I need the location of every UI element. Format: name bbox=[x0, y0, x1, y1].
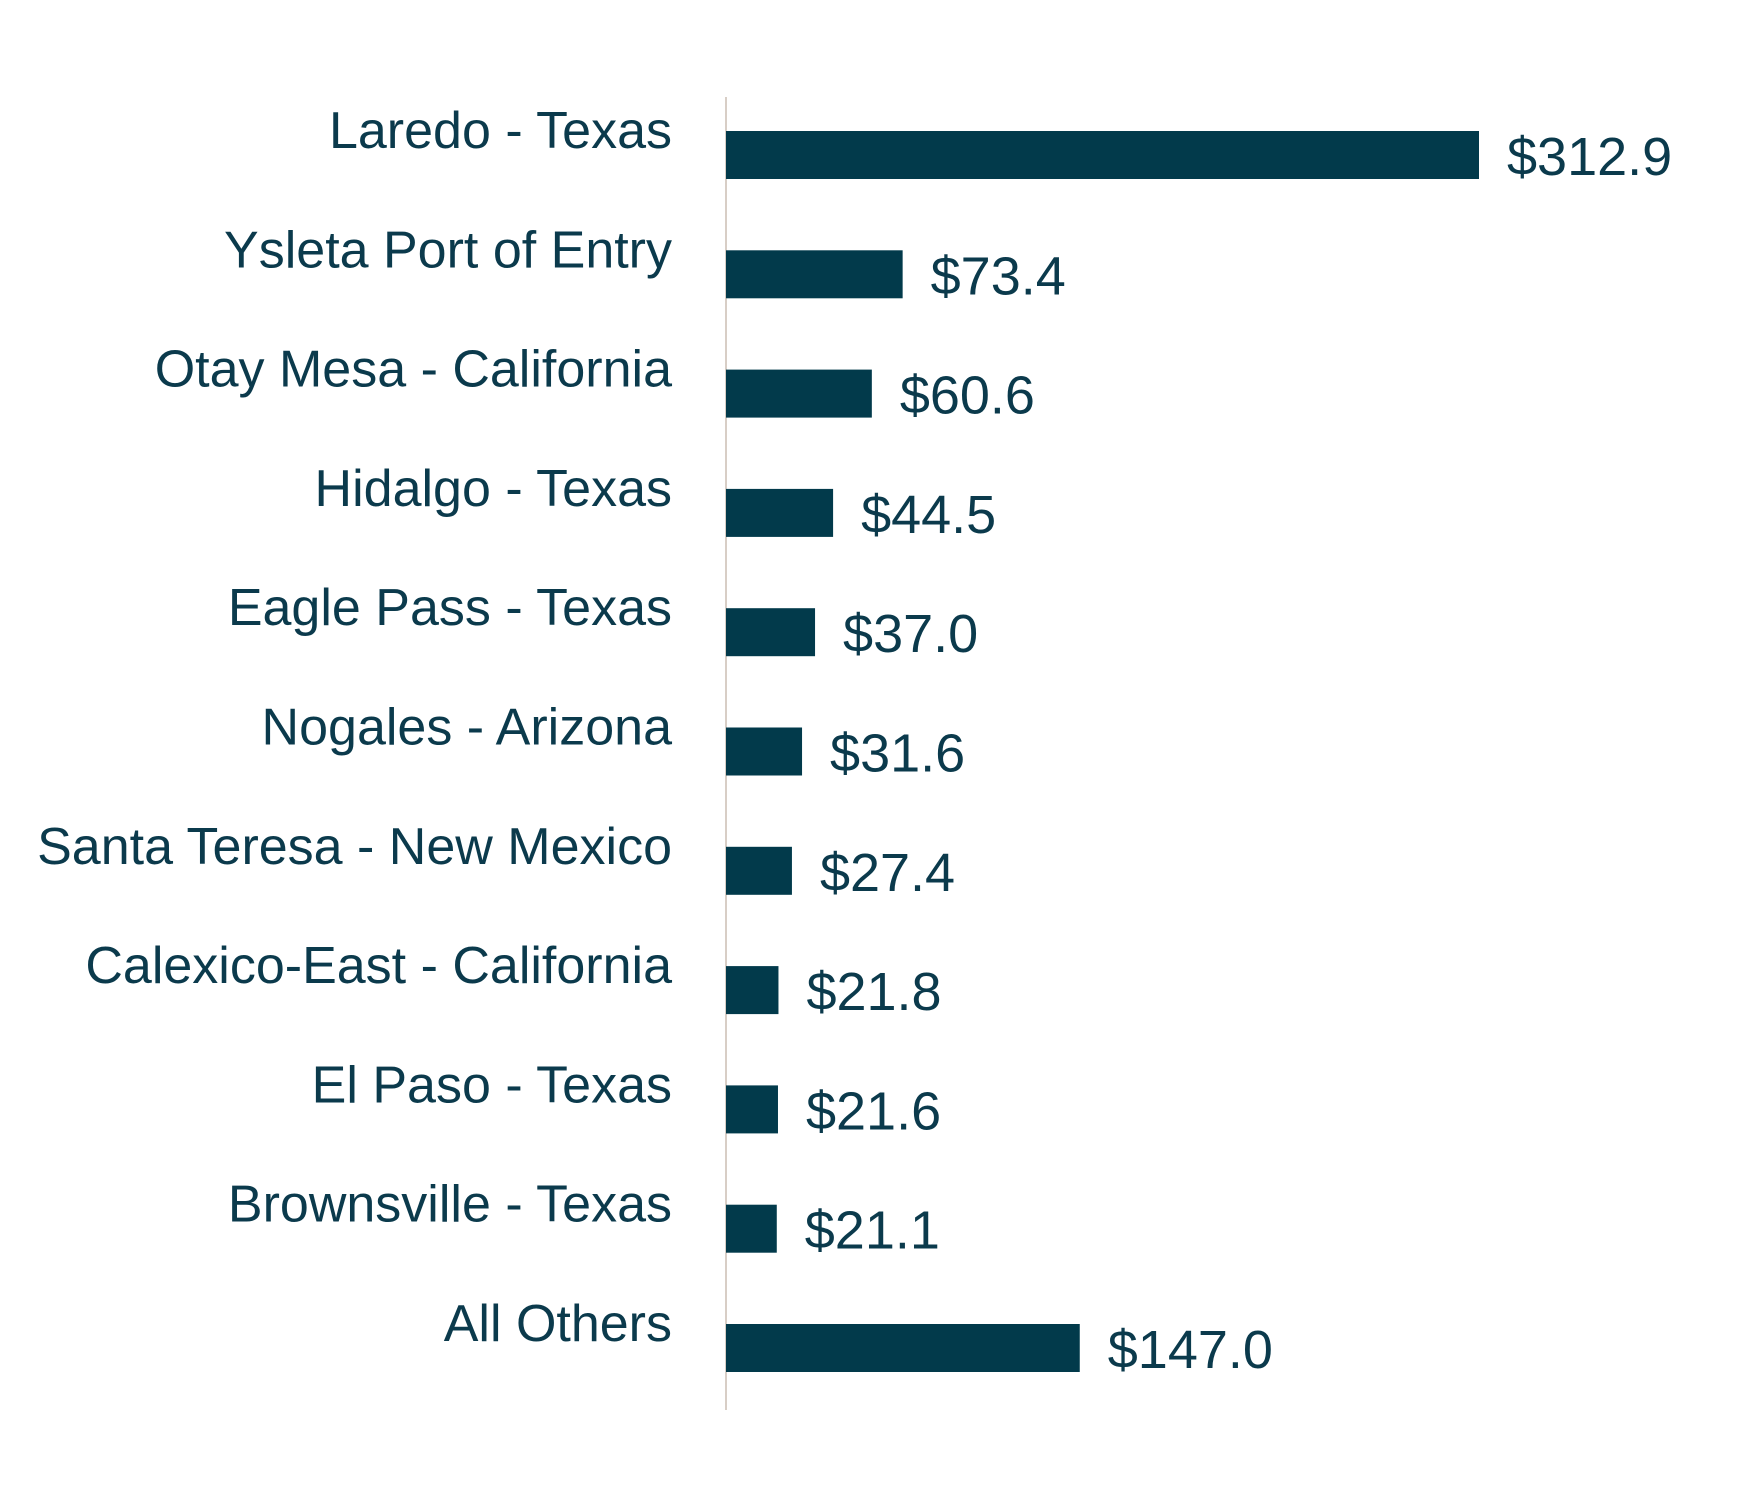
value-label: $31.6 bbox=[830, 724, 965, 784]
category-label: Nogales - Arizona bbox=[262, 699, 673, 757]
value-label: $27.4 bbox=[820, 843, 955, 903]
category-label: Calexico-East - California bbox=[85, 937, 672, 995]
category-label: Eagle Pass - Texas bbox=[228, 579, 672, 637]
value-label: $60.6 bbox=[900, 366, 1035, 426]
bar bbox=[726, 131, 1479, 179]
bar bbox=[726, 608, 816, 657]
bar bbox=[726, 1085, 778, 1134]
category-label: Ysleta Port of Entry bbox=[224, 221, 672, 279]
category-label: Laredo - Texas bbox=[329, 102, 672, 160]
value-label: $21.8 bbox=[806, 962, 941, 1022]
category-label: Hidalgo - Texas bbox=[315, 460, 672, 518]
bar bbox=[726, 1204, 777, 1253]
value-label: $147.0 bbox=[1108, 1320, 1273, 1380]
bar bbox=[726, 966, 779, 1015]
value-labels: $312.9 $73.4 $60.6 $44.5 $37.0 $31.6 $27.4 $21.… bbox=[805, 127, 1672, 1380]
category-labels: Laredo - Texas Ysleta Port of Entry Otay M… bbox=[37, 102, 672, 1353]
category-label: Otay Mesa - California bbox=[155, 341, 672, 399]
category-label: All Others bbox=[444, 1295, 672, 1353]
value-label: $73.4 bbox=[931, 246, 1066, 306]
category-label: Santa Teresa - New Mexico bbox=[37, 818, 672, 876]
category-label: El Paso - Texas bbox=[312, 1056, 672, 1114]
value-label: $312.9 bbox=[1507, 127, 1672, 187]
value-label: $37.0 bbox=[843, 604, 978, 664]
bar bbox=[726, 250, 903, 299]
category-label: Brownsville - Texas bbox=[228, 1176, 672, 1234]
value-label: $21.6 bbox=[806, 1081, 941, 1141]
bar bbox=[726, 488, 834, 537]
bar bbox=[726, 369, 872, 418]
bar bbox=[726, 1324, 1080, 1372]
bars bbox=[726, 131, 1479, 1372]
value-label: $44.5 bbox=[861, 485, 996, 545]
bar bbox=[726, 727, 803, 776]
value-label: $21.1 bbox=[805, 1201, 940, 1261]
bar bbox=[726, 846, 792, 895]
